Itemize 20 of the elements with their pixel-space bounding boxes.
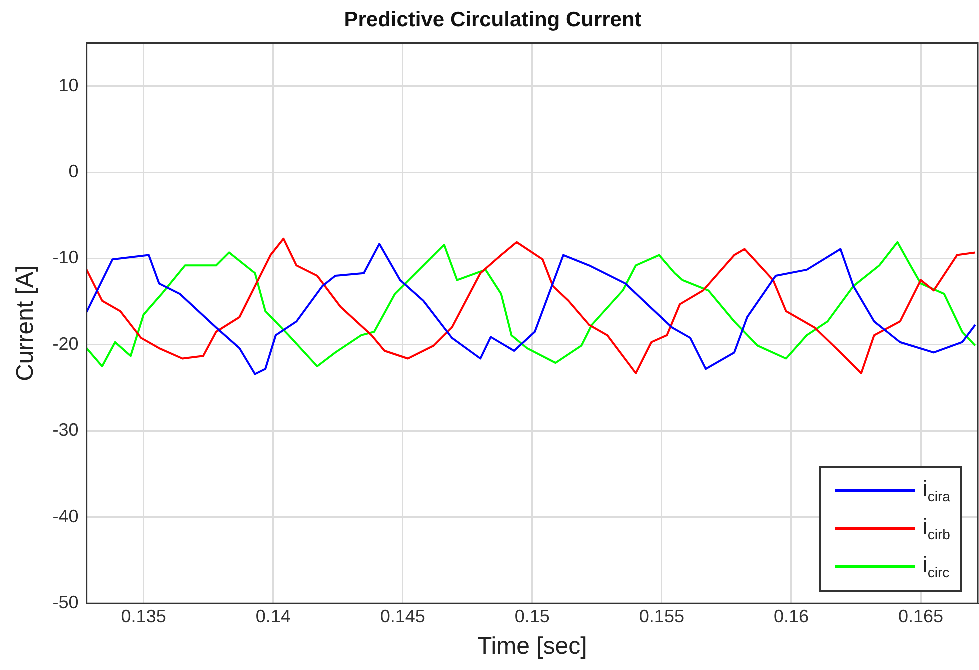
x-tick-label: 0.165 <box>898 606 944 626</box>
x-tick-label: 0.14 <box>256 606 291 626</box>
y-tick-label: -40 <box>52 506 79 526</box>
x-tick-label: 0.15 <box>514 606 550 626</box>
y-tick-label: -20 <box>52 334 79 354</box>
y-tick-label: -50 <box>52 592 79 613</box>
y-tick-label: 10 <box>58 75 79 96</box>
y-tick-label: -30 <box>52 420 79 440</box>
y-tick-label: 0 <box>68 161 79 182</box>
y-axis-title: Current [A] <box>12 265 40 382</box>
legend-label: i$_{circ}$ <box>923 552 950 581</box>
legend-label: i$_{cira}$ <box>923 476 950 505</box>
x-axis-title: Time [sec] <box>478 633 588 660</box>
x-tick-label: 0.135 <box>121 606 166 626</box>
x-tick-label: 0.145 <box>380 606 426 626</box>
chart-title: Predictive Circulating Current <box>344 8 642 32</box>
x-tick-label: 0.155 <box>639 606 684 626</box>
y-tick-label: -10 <box>52 248 79 268</box>
legend-label: i$_{cirb}$ <box>923 514 950 543</box>
x-tick-label: 0.16 <box>774 606 809 626</box>
